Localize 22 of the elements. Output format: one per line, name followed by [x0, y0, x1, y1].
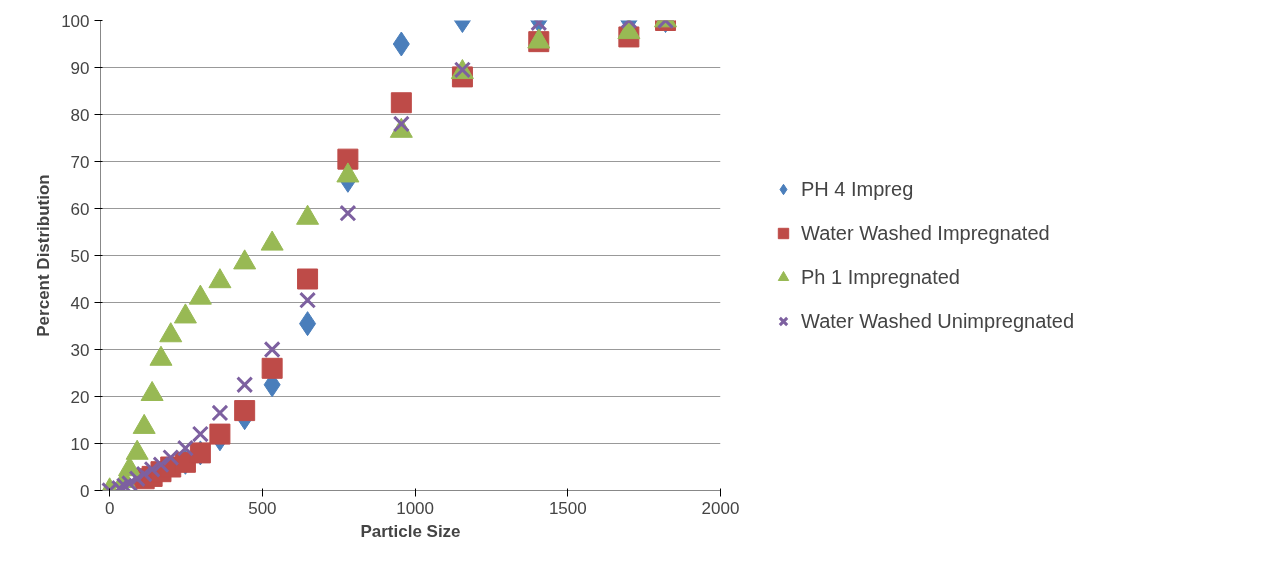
x-tick-label: 500 [248, 498, 277, 518]
x-tick-label: 0 [104, 498, 115, 518]
y-tick-label: 40 [70, 293, 90, 313]
y-axis-title: Percent Distribution [34, 174, 54, 337]
legend-label: Ph 1 Impregnated [801, 265, 960, 289]
y-tick-label: 100 [61, 11, 90, 31]
y-tick-label: 20 [70, 387, 90, 407]
y-tick-label: 30 [70, 340, 90, 360]
x-tick-label: 1500 [548, 498, 587, 518]
legend-label: PH 4 Impreg [801, 177, 914, 201]
legend-label: Water Washed Unimpregnated [801, 309, 1075, 333]
x-tick-label: 2000 [701, 498, 740, 518]
y-tick-label: 50 [70, 246, 90, 266]
x-axis-title: Particle Size [360, 521, 461, 541]
y-tick-label: 0 [80, 481, 90, 501]
y-tick-label: 60 [70, 199, 90, 219]
legend-label: Water Washed Impregnated [801, 221, 1050, 245]
x-tick-label: 1000 [396, 498, 434, 518]
y-tick-label: 10 [70, 434, 90, 454]
y-tick-label: 80 [70, 105, 90, 125]
y-tick-label: 90 [70, 58, 90, 78]
y-tick-label: 70 [70, 152, 90, 172]
